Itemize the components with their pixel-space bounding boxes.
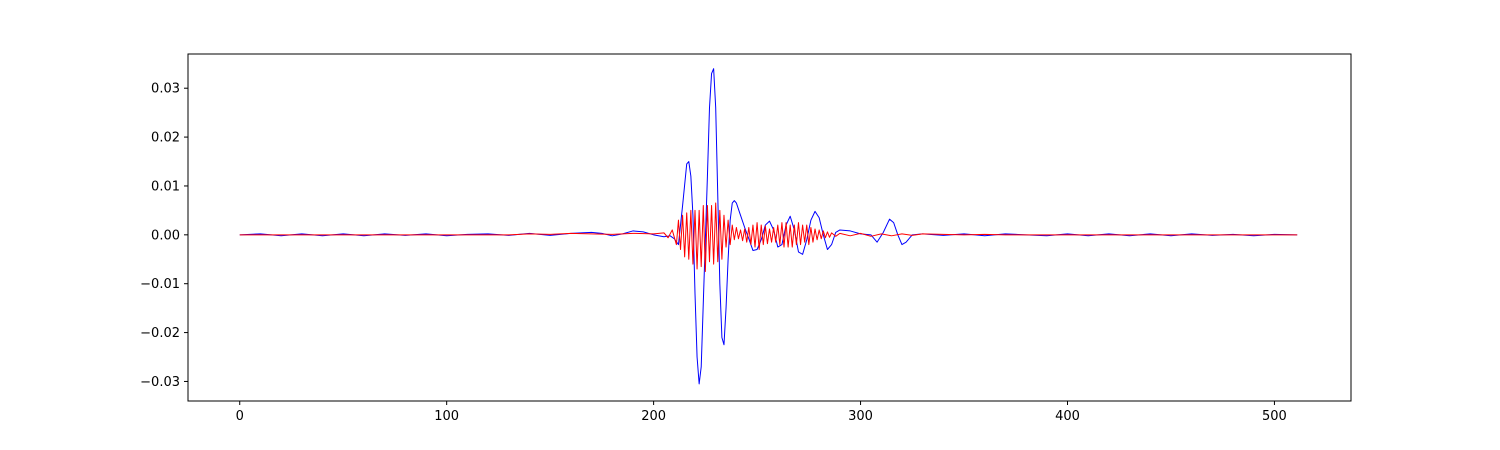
y-tick-label: −0.02 [140, 326, 180, 341]
y-tick-label: 0.03 [151, 82, 180, 97]
x-tick-label: 400 [1055, 409, 1080, 424]
plot-frame [187, 53, 1352, 402]
y-axis: −0.03 −0.02 −0.01 0.00 0.01 0.02 0.03 [140, 82, 188, 390]
x-axis: 0 100 200 300 400 500 [236, 401, 1287, 424]
plot-area [188, 54, 1351, 401]
series-line-1 [239, 202, 1298, 272]
y-tick-label: −0.03 [140, 375, 180, 390]
x-tick-label: 200 [641, 409, 666, 424]
y-tick-label: 0.00 [151, 228, 180, 243]
x-tick-label: 300 [848, 409, 873, 424]
y-tick-label: 0.01 [151, 179, 180, 194]
x-tick-label: 0 [236, 409, 244, 424]
y-tick-label: 0.02 [151, 131, 180, 146]
x-tick-label: 500 [1262, 409, 1287, 424]
series-layer [239, 68, 1298, 385]
y-tick-label: −0.01 [140, 277, 180, 292]
x-tick-label: 100 [434, 409, 459, 424]
